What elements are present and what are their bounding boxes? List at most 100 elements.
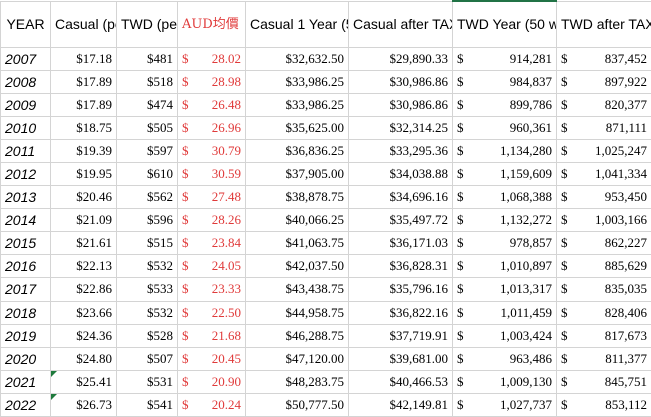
cell-twd-year[interactable]: $1,010,897 <box>453 255 557 278</box>
cell-casual-year[interactable]: $41,063.75 <box>246 232 349 255</box>
cell-year[interactable]: 2021 <box>1 370 51 393</box>
cell-casual-after-tax[interactable]: $34,038.88 <box>349 162 453 185</box>
cell-twd-after-tax[interactable]: $897,922 <box>557 70 651 93</box>
cell-casual[interactable]: $24.80 <box>51 347 117 370</box>
cell-casual-after-tax[interactable]: $36,171.03 <box>349 232 453 255</box>
cell-twd-after-tax[interactable]: $837,452 <box>557 47 651 70</box>
cell-casual-year[interactable]: $38,878.75 <box>246 186 349 209</box>
header-casual-year[interactable]: Casual 1 Year (50 week) <box>246 1 349 47</box>
cell-twd-after-tax[interactable]: $1,025,247 <box>557 139 651 162</box>
cell-casual-year[interactable]: $36,836.25 <box>246 139 349 162</box>
cell-aud[interactable]: $27.48 <box>178 186 246 209</box>
cell-twd-year[interactable]: $914,281 <box>453 47 557 70</box>
cell-twd-after-tax[interactable]: $820,377 <box>557 93 651 116</box>
cell-casual-after-tax[interactable]: $37,719.91 <box>349 324 453 347</box>
cell-twd-after-tax[interactable]: $862,227 <box>557 232 651 255</box>
cell-aud[interactable]: $30.59 <box>178 162 246 185</box>
cell-casual-year[interactable]: $47,120.00 <box>246 347 349 370</box>
cell-casual-year[interactable]: $48,283.75 <box>246 370 349 393</box>
cell-twd-year[interactable]: $984,837 <box>453 70 557 93</box>
cell-casual[interactable]: $22.86 <box>51 278 117 301</box>
cell-aud[interactable]: $23.33 <box>178 278 246 301</box>
cell-casual-year[interactable]: $46,288.75 <box>246 324 349 347</box>
cell-aud[interactable]: $24.05 <box>178 255 246 278</box>
cell-year[interactable]: 2010 <box>1 116 51 139</box>
cell-year[interactable]: 2009 <box>1 93 51 116</box>
cell-casual-year[interactable]: $35,625.00 <box>246 116 349 139</box>
cell-casual-year[interactable]: $32,632.50 <box>246 47 349 70</box>
cell-year[interactable]: 2016 <box>1 255 51 278</box>
cell-casual[interactable]: $25.41 <box>51 370 117 393</box>
cell-aud[interactable]: $23.84 <box>178 232 246 255</box>
cell-twd-after-tax[interactable]: $845,751 <box>557 370 651 393</box>
header-aud[interactable]: AUD均價 <box>178 1 246 47</box>
cell-twd[interactable]: $481 <box>117 47 178 70</box>
cell-twd-after-tax[interactable]: $885,629 <box>557 255 651 278</box>
cell-aud[interactable]: $26.96 <box>178 116 246 139</box>
cell-aud[interactable]: $30.79 <box>178 139 246 162</box>
cell-year[interactable]: 2013 <box>1 186 51 209</box>
cell-year[interactable]: 2018 <box>1 301 51 324</box>
cell-twd-year[interactable]: $1,134,280 <box>453 139 557 162</box>
cell-year[interactable]: 2015 <box>1 232 51 255</box>
header-year[interactable]: YEAR <box>1 1 51 47</box>
header-twd-year[interactable]: TWD Year (50 week) <box>453 1 557 47</box>
cell-year[interactable]: 2011 <box>1 139 51 162</box>
cell-year[interactable]: 2019 <box>1 324 51 347</box>
header-twd-after-tax[interactable]: TWD after TAX(per year) <box>557 1 651 47</box>
cell-twd[interactable]: $532 <box>117 301 178 324</box>
cell-twd-year[interactable]: $1,068,388 <box>453 186 557 209</box>
cell-twd-after-tax[interactable]: $871,111 <box>557 116 651 139</box>
cell-twd[interactable]: $474 <box>117 93 178 116</box>
cell-casual-year[interactable]: $40,066.25 <box>246 209 349 232</box>
cell-twd-year[interactable]: $960,361 <box>453 116 557 139</box>
cell-twd[interactable]: $541 <box>117 393 178 416</box>
cell-casual[interactable]: $18.75 <box>51 116 117 139</box>
cell-casual-year[interactable]: $33,986.25 <box>246 70 349 93</box>
cell-casual-after-tax[interactable]: $36,822.16 <box>349 301 453 324</box>
cell-twd[interactable]: $532 <box>117 255 178 278</box>
cell-casual-after-tax[interactable]: $35,796.16 <box>349 278 453 301</box>
cell-twd[interactable]: $562 <box>117 186 178 209</box>
cell-year[interactable]: 2012 <box>1 162 51 185</box>
cell-twd-after-tax[interactable]: $817,673 <box>557 324 651 347</box>
cell-casual-after-tax[interactable]: $40,466.53 <box>349 370 453 393</box>
cell-twd[interactable]: $597 <box>117 139 178 162</box>
cell-twd[interactable]: $533 <box>117 278 178 301</box>
cell-year[interactable]: 2017 <box>1 278 51 301</box>
cell-twd-after-tax[interactable]: $1,003,166 <box>557 209 651 232</box>
cell-twd[interactable]: $610 <box>117 162 178 185</box>
cell-year[interactable]: 2014 <box>1 209 51 232</box>
cell-casual[interactable]: $19.95 <box>51 162 117 185</box>
cell-twd-after-tax[interactable]: $828,406 <box>557 301 651 324</box>
cell-twd-year[interactable]: $1,027,737 <box>453 393 557 416</box>
cell-casual-after-tax[interactable]: $34,696.16 <box>349 186 453 209</box>
cell-casual-year[interactable]: $44,958.75 <box>246 301 349 324</box>
cell-aud[interactable]: $28.26 <box>178 209 246 232</box>
cell-year[interactable]: 2008 <box>1 70 51 93</box>
cell-casual[interactable]: $19.39 <box>51 139 117 162</box>
cell-twd[interactable]: $507 <box>117 347 178 370</box>
cell-aud[interactable]: $26.48 <box>178 93 246 116</box>
cell-casual[interactable]: $20.46 <box>51 186 117 209</box>
cell-twd-after-tax[interactable]: $953,450 <box>557 186 651 209</box>
cell-twd[interactable]: $531 <box>117 370 178 393</box>
cell-casual[interactable]: $17.89 <box>51 70 117 93</box>
cell-casual-year[interactable]: $37,905.00 <box>246 162 349 185</box>
cell-twd-after-tax[interactable]: $811,377 <box>557 347 651 370</box>
header-casual-after-tax[interactable]: Casual after TAX(per year) <box>349 1 453 47</box>
cell-casual-after-tax[interactable]: $36,828.31 <box>349 255 453 278</box>
cell-aud[interactable]: $20.90 <box>178 370 246 393</box>
cell-casual[interactable]: $23.66 <box>51 301 117 324</box>
cell-aud[interactable]: $28.98 <box>178 70 246 93</box>
cell-casual-year[interactable]: $43,438.75 <box>246 278 349 301</box>
cell-year[interactable]: 2022 <box>1 393 51 416</box>
cell-twd-after-tax[interactable]: $835,035 <box>557 278 651 301</box>
cell-twd-year[interactable]: $899,786 <box>453 93 557 116</box>
cell-casual-year[interactable]: $50,777.50 <box>246 393 349 416</box>
cell-aud[interactable]: $20.24 <box>178 393 246 416</box>
cell-aud[interactable]: $21.68 <box>178 324 246 347</box>
header-casual[interactable]: Casual (per hour) <box>51 1 117 47</box>
cell-casual-after-tax[interactable]: $33,295.36 <box>349 139 453 162</box>
cell-casual-after-tax[interactable]: $29,890.33 <box>349 47 453 70</box>
